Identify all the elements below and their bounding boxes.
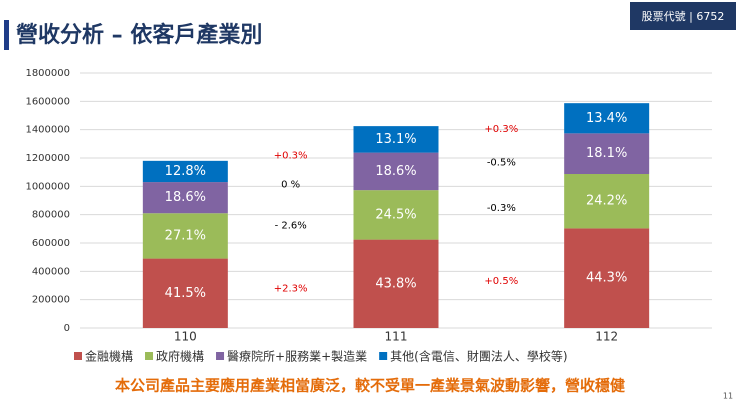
bar-segment xyxy=(564,174,650,229)
bar-segment xyxy=(353,152,439,191)
bar-segment xyxy=(142,213,228,259)
share-label: 18.6% xyxy=(375,164,416,179)
x-tick-label: 110 xyxy=(174,330,197,344)
y-tick-label: 200000 xyxy=(32,295,70,306)
share-label: 24.5% xyxy=(375,207,416,222)
legend-label: 金融機構 xyxy=(85,349,133,364)
bar-segment xyxy=(142,160,228,183)
title-accent xyxy=(4,20,9,50)
change-label: - 2.6% xyxy=(275,220,307,231)
change-label: -0.5% xyxy=(487,158,516,169)
change-label: +0.5% xyxy=(484,276,518,287)
legend-swatch xyxy=(74,352,82,360)
footer-note: 本公司產品主要應用產業相當廣泛，較不受單一產業景氣波動影響，營收穩健 xyxy=(115,377,625,395)
change-label: -0.3% xyxy=(487,203,516,214)
legend-label: 政府機構 xyxy=(156,349,204,364)
y-tick-label: 1200000 xyxy=(25,153,70,164)
change-label: +2.3% xyxy=(274,284,308,295)
share-label: 27.1% xyxy=(165,228,206,243)
bar-segment xyxy=(353,190,439,240)
share-label: 12.8% xyxy=(165,164,206,179)
legend-swatch xyxy=(145,352,154,360)
legend-label: 醫療院所+服務業+製造業 xyxy=(227,350,367,364)
share-label: 18.6% xyxy=(165,190,206,205)
bar-segment xyxy=(564,133,650,175)
legend-swatch xyxy=(216,352,225,360)
bar-segment xyxy=(142,182,228,214)
share-label: 13.1% xyxy=(375,132,416,147)
share-label: 41.5% xyxy=(165,286,206,301)
y-tick-label: 400000 xyxy=(32,266,70,277)
page-number: 11 xyxy=(723,392,733,401)
y-tick-label: 1600000 xyxy=(25,96,70,107)
y-tick-label: 600000 xyxy=(32,238,70,249)
change-label: +0.3% xyxy=(484,124,518,135)
bar-segment xyxy=(353,239,439,328)
bar-segment xyxy=(564,103,650,134)
y-tick-label: 1400000 xyxy=(25,125,70,136)
x-tick-label: 111 xyxy=(385,330,408,344)
y-tick-label: 800000 xyxy=(32,210,70,221)
bar-segment xyxy=(564,228,650,328)
change-label: +0.3% xyxy=(274,150,308,161)
y-tick-label: 1800000 xyxy=(25,68,70,79)
y-tick-label: 1000000 xyxy=(25,181,70,192)
share-label: 43.8% xyxy=(375,276,416,291)
legend-swatch xyxy=(379,352,388,360)
share-label: 13.4% xyxy=(586,111,627,126)
legend-label: 其他(含電信、財團法人、學校等) xyxy=(390,349,567,364)
y-tick-label: 0 xyxy=(64,323,70,334)
x-tick-label: 112 xyxy=(595,330,618,344)
share-label: 18.1% xyxy=(586,146,627,161)
share-label: 44.3% xyxy=(586,271,627,286)
stock-code: 股票代號 | 6752 xyxy=(642,10,725,23)
change-label: 0 % xyxy=(281,180,300,191)
share-label: 24.2% xyxy=(586,194,627,209)
bar-segment xyxy=(142,258,228,328)
bar-segment xyxy=(353,126,439,153)
slide-title: 營收分析 – 依客戶產業別 xyxy=(16,22,262,48)
stock-box xyxy=(630,2,736,30)
